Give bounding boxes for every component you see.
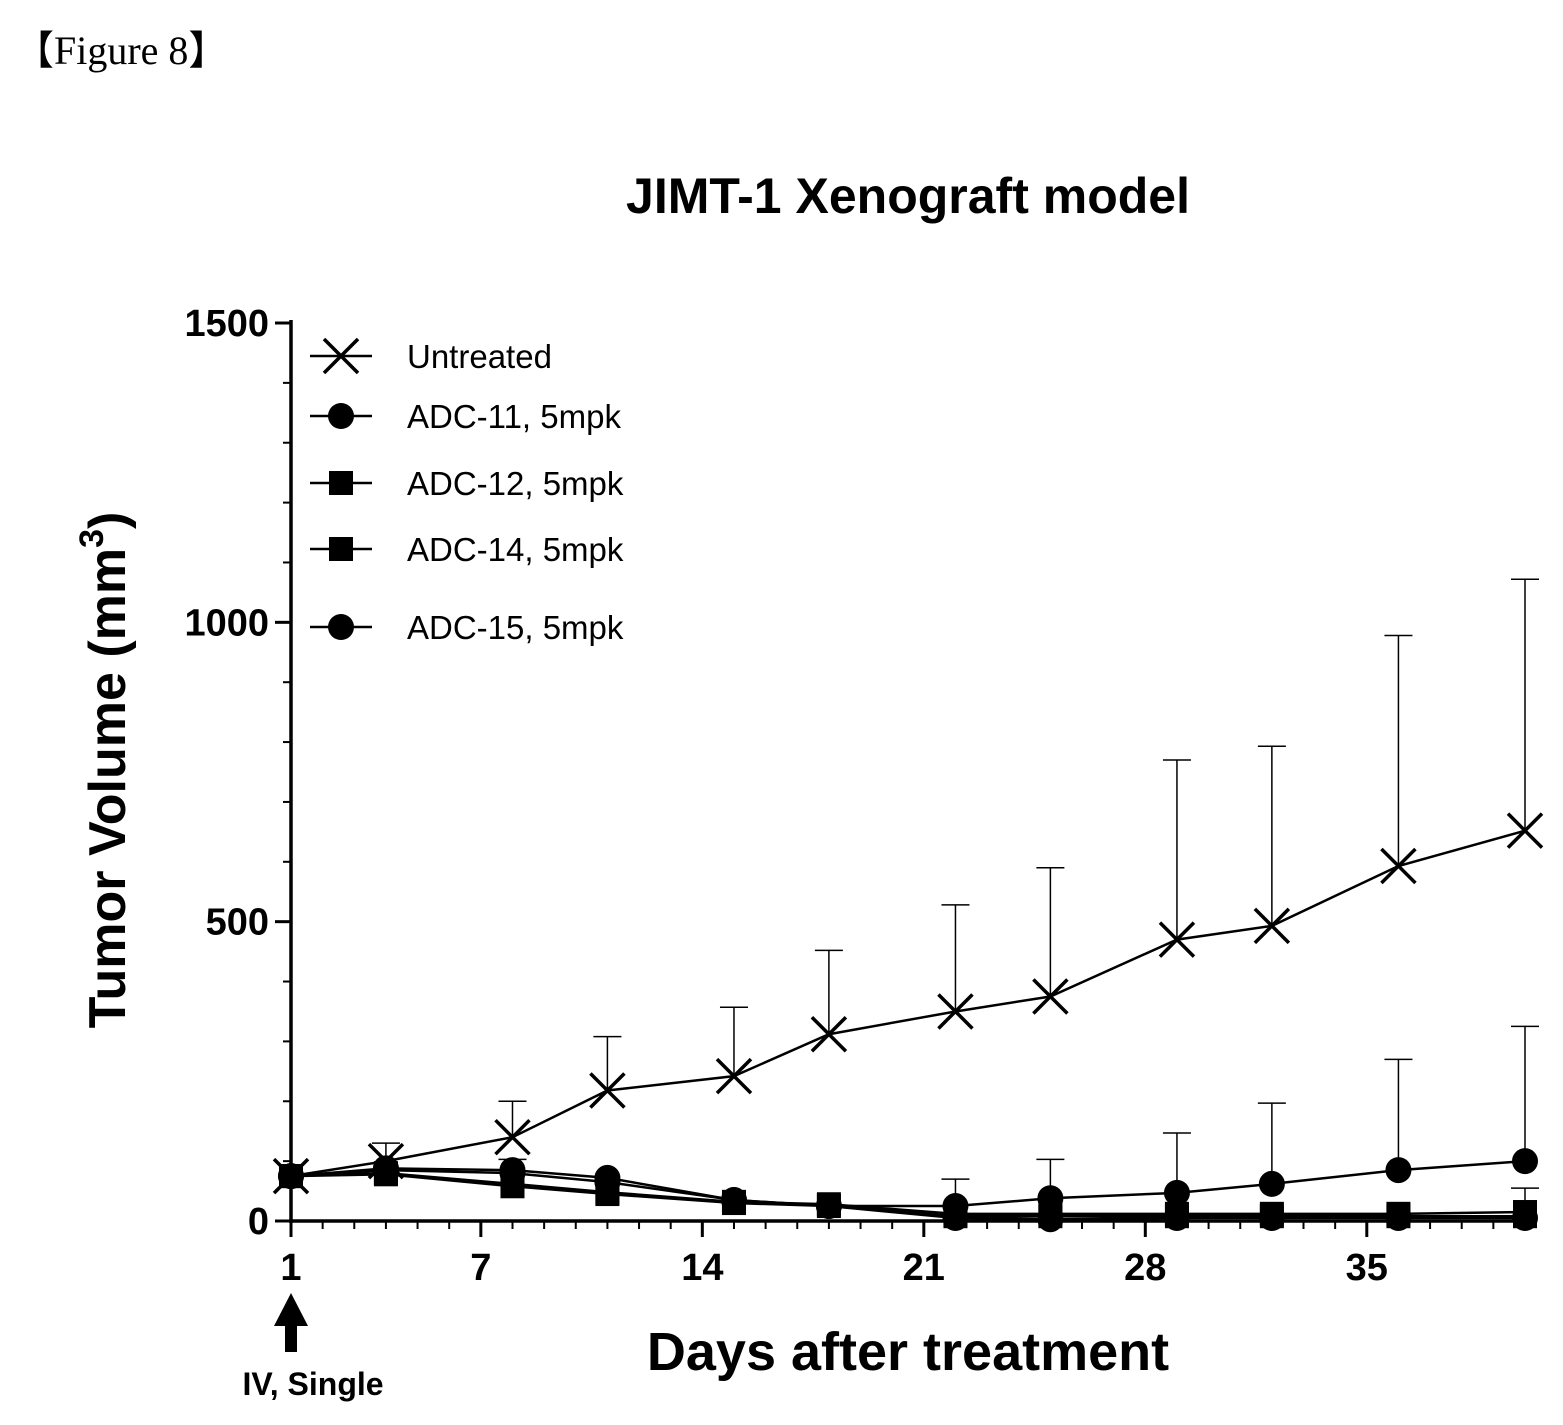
x-tick-label: 14	[681, 1247, 723, 1289]
legend: Untreated ADC-11, 5mpk ADC-12, 5mpk ADC-14,…	[310, 337, 624, 646]
legend-label: ADC-11, 5mpk	[407, 398, 621, 435]
legend-marker	[329, 537, 353, 561]
data-point	[1506, 812, 1544, 849]
series-line	[290, 829, 1526, 1178]
x-tick-label: 1	[280, 1247, 301, 1289]
data-point	[1385, 1205, 1412, 1232]
y-tick-label: 1500	[184, 303, 269, 345]
series-1	[278, 1025, 1539, 1220]
data-point	[715, 1057, 753, 1095]
x-tick-label: 35	[1346, 1247, 1388, 1289]
data-point	[937, 993, 974, 1030]
series-line	[290, 1168, 1525, 1221]
iv-single-annotation: IV, Single	[242, 1366, 383, 1402]
data-point	[1380, 847, 1417, 885]
data-point	[1253, 907, 1291, 945]
legend-marker	[329, 471, 353, 495]
data-point	[1512, 1148, 1538, 1175]
data-point	[942, 1205, 969, 1232]
data-point	[372, 1157, 399, 1184]
legend-label: ADC-12, 5mpk	[407, 465, 624, 502]
data-point	[1158, 921, 1196, 958]
data-point	[1032, 978, 1069, 1015]
data-point	[499, 1160, 526, 1187]
data-point	[1163, 1205, 1190, 1232]
data-point	[1385, 1157, 1412, 1184]
data-point	[494, 1118, 531, 1156]
series-4	[278, 1157, 1538, 1233]
y-tick-label: 0	[248, 1201, 269, 1243]
x-axis-label: Days after treatment	[647, 1322, 1169, 1382]
data-point	[1512, 1205, 1538, 1232]
plot-area: 1 7 14 21 28 35 0 500 1000 1500	[184, 303, 1544, 1289]
y-tick-label: 1000	[184, 602, 269, 644]
data-point	[278, 1163, 304, 1190]
legend-label: ADC-14, 5mpk	[407, 531, 624, 568]
y-tick-label: 500	[206, 902, 269, 944]
x-tick-label: 7	[470, 1247, 491, 1289]
legend-item: ADC-12, 5mpk	[310, 465, 624, 502]
data-point	[1037, 1206, 1064, 1233]
legend-item: ADC-14, 5mpk	[310, 531, 624, 568]
legend-marker	[322, 337, 360, 375]
legend-item: ADC-15, 5mpk	[310, 609, 624, 646]
x-tick-label: 21	[903, 1247, 945, 1289]
legend-label: Untreated	[407, 338, 552, 375]
y-axis-label: Tumor Volume (mm3)	[73, 512, 137, 1029]
data-point	[1258, 1170, 1285, 1197]
iv-arrow	[274, 1293, 308, 1352]
legend-marker	[328, 614, 354, 640]
data-point	[720, 1187, 747, 1214]
data-point	[810, 1015, 848, 1053]
chart-title: JIMT-1 Xenograft model	[626, 168, 1190, 224]
data-point	[589, 1072, 626, 1109]
series-0	[272, 578, 1544, 1195]
legend-item: ADC-11, 5mpk	[310, 398, 621, 435]
data-point	[1258, 1205, 1285, 1232]
legend-marker	[328, 403, 354, 429]
legend-item: Untreated	[310, 337, 552, 375]
data-point	[1163, 1179, 1190, 1206]
series-line	[290, 1159, 1526, 1208]
y-axis-label-main: Tumor Volume (mm	[79, 548, 137, 1029]
y-axis-label-suffix: )	[79, 512, 137, 529]
iv-arrow-head	[274, 1293, 308, 1326]
iv-arrow-shaft	[285, 1324, 297, 1352]
series-line	[290, 1171, 1526, 1216]
data-point	[594, 1169, 621, 1196]
legend-label: ADC-15, 5mpk	[407, 609, 624, 646]
y-axis-label-superscript: 3	[73, 529, 111, 548]
figure-label: 【Figure 8】	[14, 28, 229, 73]
data-point	[815, 1193, 842, 1220]
x-tick-label: 28	[1124, 1247, 1166, 1289]
